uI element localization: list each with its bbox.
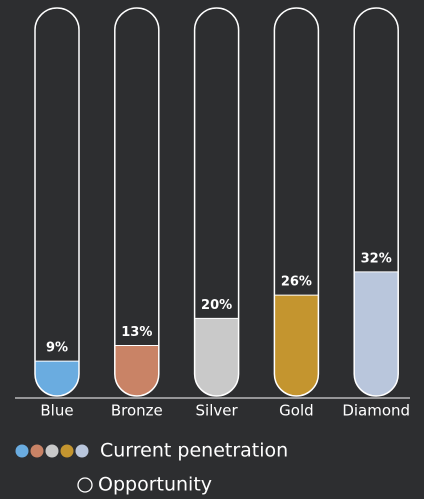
legend-swatch	[75, 444, 89, 458]
legend-label: Current penetration	[100, 440, 288, 462]
legend-swatch	[15, 444, 29, 458]
legend-swatch	[45, 444, 59, 458]
x-tick-label: Bronze	[111, 402, 163, 420]
value-label: 26%	[281, 275, 312, 290]
value-label: 20%	[201, 298, 232, 313]
bar	[114, 345, 159, 396]
tube	[34, 7, 80, 397]
tube	[114, 7, 160, 397]
legend-label: Opportunity	[98, 474, 212, 496]
bar	[35, 361, 79, 396]
x-tick-label: Silver	[196, 402, 239, 420]
legend-swatch	[30, 444, 44, 458]
x-tick-label: Diamond	[342, 402, 410, 420]
value-label: 32%	[361, 251, 392, 266]
x-tick-label: Gold	[279, 402, 314, 420]
tube	[353, 7, 399, 397]
bar	[194, 318, 239, 396]
legend-swatch	[60, 444, 74, 458]
x-tick-label: Blue	[40, 402, 73, 420]
value-label: 9%	[46, 341, 68, 356]
legend-swatch	[77, 477, 93, 493]
bar	[354, 271, 399, 396]
tube	[193, 7, 240, 397]
bar	[274, 295, 319, 396]
tube	[273, 7, 320, 397]
value-label: 13%	[121, 325, 152, 340]
